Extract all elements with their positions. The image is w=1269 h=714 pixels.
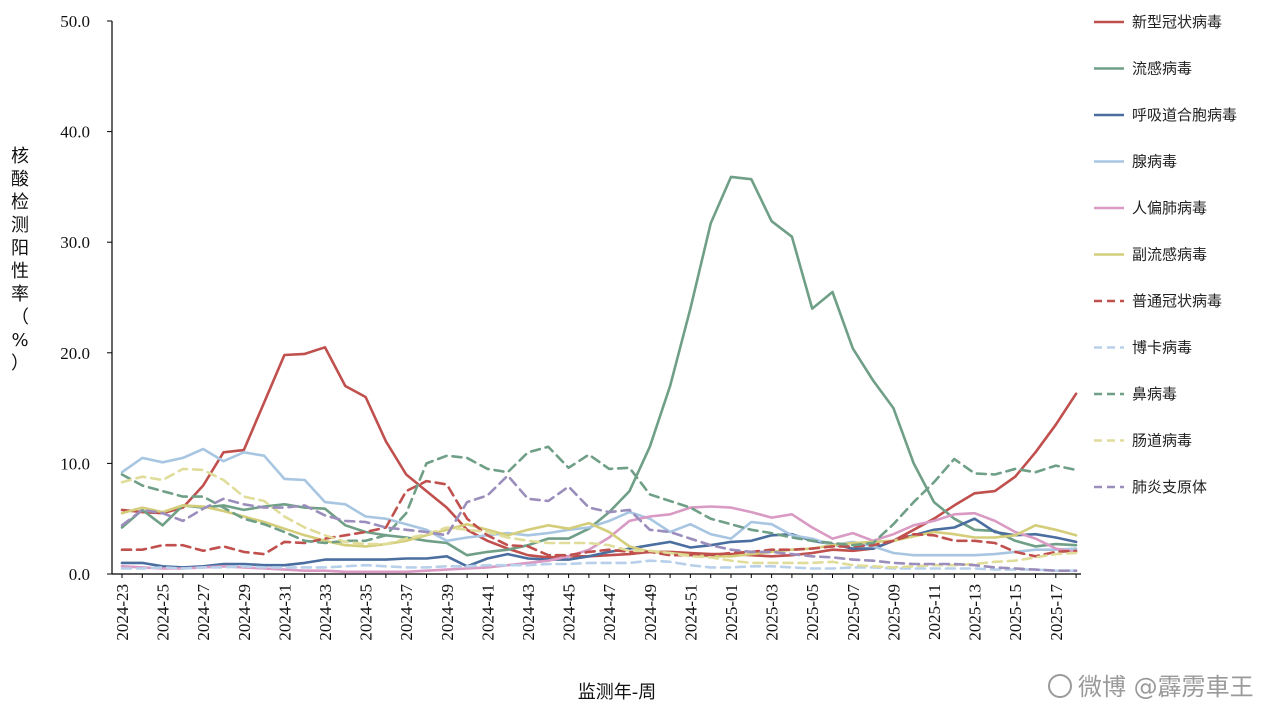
y-axis-title-char: 阳: [11, 238, 29, 259]
x-tick-label: 2025-07: [844, 584, 863, 641]
series-line-7: [120, 559, 1078, 573]
legend-label: 博卡病毒: [1132, 339, 1192, 357]
y-axis-title-char: 检: [11, 192, 29, 213]
x-tick-label: 2025-05: [803, 584, 822, 641]
y-axis-title-char: （: [11, 307, 29, 328]
y-tick-label: 50.0: [60, 12, 90, 31]
legend-label: 新型冠状病毒: [1132, 13, 1222, 31]
legend-label: 副流感病毒: [1132, 246, 1207, 264]
x-tick-label: 2024-31: [275, 584, 294, 641]
x-tick-label: 2024-27: [194, 584, 213, 641]
x-tick-labels: 2024-23 2024-25 2024-27 2024-29 2024-31 2024-…: [113, 574, 1077, 641]
y-tick-label: 0.0: [69, 565, 90, 584]
series-line-6: [120, 479, 1078, 558]
y-axis-title-char: 测: [11, 215, 29, 236]
x-tick-label: 2024-23: [113, 584, 132, 641]
x-tick-label: 2025-01: [722, 584, 741, 641]
legend-label: 腺病毒: [1132, 153, 1177, 171]
series-lines: [120, 175, 1078, 574]
legend: 新型冠状病毒流感病毒呼吸道合胞病毒腺病毒人偏肺病毒副流感病毒普通冠状病毒博卡病毒…: [1094, 13, 1237, 496]
legend-label: 鼻病毒: [1132, 385, 1177, 403]
x-tick-label: 2024-45: [560, 584, 579, 641]
x-tick-label: 2024-41: [478, 584, 497, 641]
x-tick-label: 2024-49: [641, 584, 660, 641]
x-tick-label: 2025-17: [1047, 584, 1066, 641]
legend-label: 呼吸道合胞病毒: [1132, 106, 1237, 124]
y-axis-title-char: ）: [11, 353, 29, 374]
y-axis-title-char: 酸: [11, 169, 29, 190]
x-tick-label: 2024-29: [235, 584, 254, 641]
x-tick-label: 2024-25: [154, 584, 173, 641]
series-line-10: [120, 474, 1078, 573]
y-tick-label: 10.0: [60, 454, 90, 473]
x-tick-label: 2025-09: [884, 584, 903, 641]
x-tick-label: 2024-51: [681, 584, 700, 641]
x-tick-label: 2025-11: [925, 584, 944, 640]
series-line-8: [120, 445, 1078, 547]
y-axis-title-char: %: [11, 330, 28, 351]
x-tick-label: 2025-03: [763, 584, 782, 641]
x-tick-label: 2024-35: [357, 584, 376, 641]
watermark: 微博 @霹雳車王: [1048, 673, 1254, 701]
x-axis-title: 监测年-周: [578, 682, 657, 703]
x-tick-label: 2025-15: [1006, 584, 1025, 641]
series-line-4: [120, 505, 1078, 574]
series-line-1: [120, 175, 1078, 557]
x-tick-label: 2024-33: [316, 584, 335, 641]
watermark-text: 微博 @霹雳車王: [1078, 673, 1254, 701]
y-axis-title-char: 核: [11, 146, 29, 167]
legend-label: 普通冠状病毒: [1132, 292, 1222, 310]
series-line-3: [120, 447, 1078, 557]
y-axis-title-char: 性: [11, 261, 29, 282]
x-tick-label: 2024-39: [438, 584, 457, 641]
x-tick-label: 2025-13: [966, 584, 985, 641]
y-tick-label: 40.0: [60, 123, 90, 142]
x-tick-label: 2024-47: [600, 584, 619, 641]
legend-label: 流感病毒: [1132, 60, 1192, 78]
series-line-0: [120, 345, 1078, 559]
y-axis-title-char: 率: [11, 284, 29, 305]
legend-label: 人偏肺病毒: [1132, 199, 1207, 217]
axes: [111, 21, 1081, 575]
y-tick-label: 20.0: [60, 344, 90, 363]
legend-label: 肠道病毒: [1132, 432, 1192, 450]
x-tick-label: 2024-43: [519, 584, 538, 641]
x-tick-label: 2024-37: [397, 584, 416, 641]
weibo-logo-icon: [1048, 674, 1072, 698]
y-tick-label: 30.0: [60, 233, 90, 252]
y-tick-labels: 0.0 10.0 20.0 30.0 40.0 50.0: [60, 12, 112, 584]
legend-label: 肺炎支原体: [1132, 478, 1207, 496]
series-line-9: [120, 467, 1078, 569]
